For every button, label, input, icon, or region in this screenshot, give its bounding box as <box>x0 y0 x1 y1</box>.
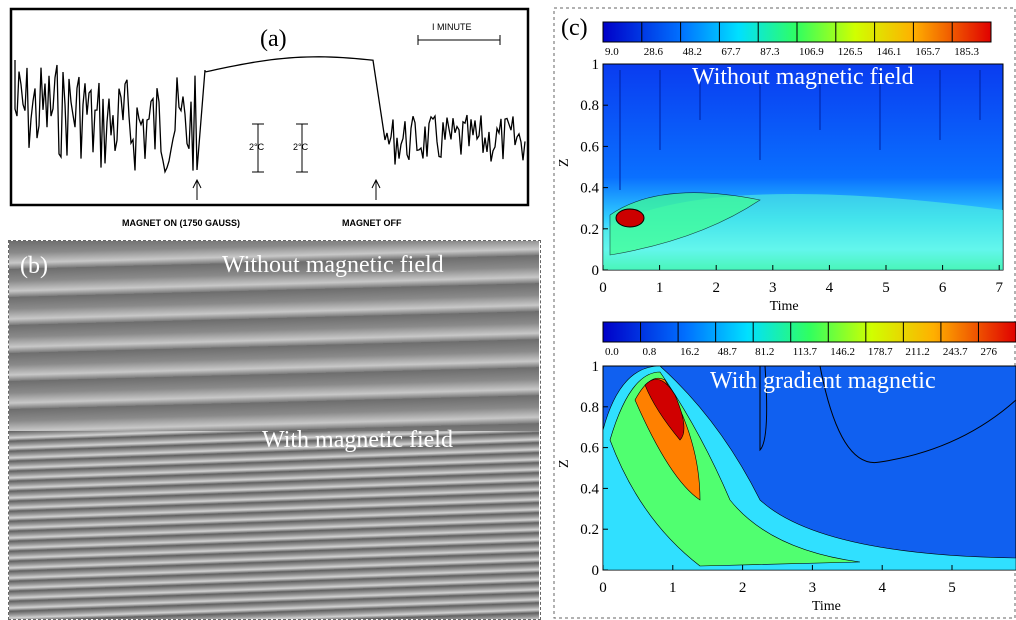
colorbar-label: 146.2 <box>830 346 855 358</box>
x-tick-label: 7 <box>995 280 1003 296</box>
colorbar-label: 113.7 <box>793 346 818 358</box>
colorbar-label: 28.6 <box>644 46 664 58</box>
caption: With magnetic field <box>262 427 453 453</box>
caption: With gradient magnetic <box>710 368 936 394</box>
x-tick-label: 0 <box>599 280 607 296</box>
annotation: MAGNET OFF <box>342 218 402 228</box>
panel-label: (b) <box>20 253 48 279</box>
contour <box>615 208 645 228</box>
x-tick-label: 3 <box>769 280 777 296</box>
contour <box>634 377 701 501</box>
caption: Without magnetic field <box>692 64 914 90</box>
arrow <box>192 178 381 200</box>
panel-c-border <box>553 7 1016 619</box>
x-tick-label: 0 <box>599 580 607 596</box>
panel-label: (c) <box>561 15 588 41</box>
x-tick-label: 1 <box>656 280 664 296</box>
colorbar-label: 243.7 <box>943 346 968 358</box>
x-tick-label: 2 <box>739 580 747 596</box>
y-tick-label: 0.4 <box>580 481 599 497</box>
colorbar-label: 16.2 <box>680 346 699 358</box>
y-tick-label: 0 <box>592 263 600 279</box>
y-tick-label: 0.2 <box>580 522 599 538</box>
y-tick-label: 1 <box>592 57 600 73</box>
colorbar-label: 211.2 <box>905 346 929 358</box>
temp-label: 2°C <box>249 142 265 152</box>
annotation: MAGNET ON (1750 GAUSS) <box>122 218 240 228</box>
y-axis-label: Z <box>557 158 572 167</box>
colorbar-label: 146.1 <box>877 46 902 58</box>
y-tick-label: 0.6 <box>580 139 599 155</box>
x-tick-label: 2 <box>712 280 720 296</box>
y-tick-label: 1 <box>592 359 600 375</box>
colorbar-label: 9.0 <box>605 46 619 58</box>
y-tick-label: 0.4 <box>580 181 599 197</box>
x-tick-label: 3 <box>809 580 817 596</box>
y-tick-label: 0 <box>592 563 600 579</box>
x-tick-label: 4 <box>826 280 834 296</box>
contour <box>644 379 685 441</box>
x-axis-label: Time <box>812 599 841 614</box>
contour <box>609 192 761 256</box>
image-with-field <box>9 431 539 619</box>
colorbar-label: 126.5 <box>838 46 863 58</box>
caption: Without magnetic field <box>222 252 444 278</box>
y-tick-label: 0.8 <box>580 400 599 416</box>
colorbar-label: 0.8 <box>643 346 657 358</box>
colorbar-label: 185.3 <box>954 46 979 58</box>
colorbar-label: 106.9 <box>799 46 824 58</box>
y-axis-label: Z <box>557 459 572 468</box>
y-tick-label: 0.6 <box>580 441 599 457</box>
colorbar-label: 48.7 <box>718 346 738 358</box>
y-tick-label: 0.2 <box>580 222 599 238</box>
contour <box>759 365 1016 464</box>
scale-label: I MINUTE <box>432 22 472 32</box>
colorbar-label: 87.3 <box>760 46 780 58</box>
colorbar-label: 67.7 <box>721 46 741 58</box>
temp-label: 2°C <box>293 142 309 152</box>
image-without-field <box>9 241 539 431</box>
colorbar <box>602 321 1016 343</box>
colorbar-label: 178.7 <box>868 346 893 358</box>
colorbar-label: 81.2 <box>755 346 774 358</box>
x-axis-label: Time <box>770 299 799 314</box>
x-tick-label: 5 <box>948 580 956 596</box>
panel-label: (a) <box>260 26 287 52</box>
colorbar-label: 48.2 <box>683 46 702 58</box>
colorbar-label: 165.7 <box>915 46 940 58</box>
y-tick-label: 0.8 <box>580 98 599 114</box>
x-tick-label: 4 <box>878 580 886 596</box>
x-tick-label: 1 <box>669 580 677 596</box>
x-tick-label: 5 <box>882 280 890 296</box>
contour <box>619 70 981 190</box>
x-tick-label: 6 <box>939 280 947 296</box>
colorbar-label: 276 <box>980 346 997 358</box>
temp-scale <box>252 123 308 173</box>
temperature-trace <box>14 56 526 174</box>
colorbar-label: 0.0 <box>605 346 619 358</box>
